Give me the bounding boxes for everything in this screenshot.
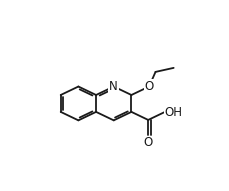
Text: O: O (144, 80, 154, 93)
Text: OH: OH (165, 106, 183, 119)
Text: N: N (109, 80, 118, 93)
Text: O: O (144, 136, 153, 149)
